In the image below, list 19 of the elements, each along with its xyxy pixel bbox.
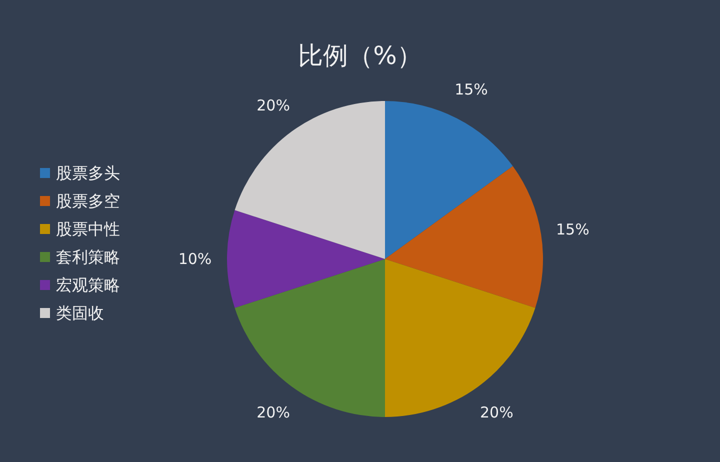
legend-label: 股票中性 (56, 220, 120, 238)
pie-slice (385, 259, 536, 417)
pie-slice (234, 259, 385, 417)
data-label: 20% (256, 96, 290, 114)
legend-label: 宏观策略 (56, 276, 120, 294)
data-label: 20% (256, 404, 290, 422)
data-label: 20% (480, 404, 514, 422)
legend-label: 套利策略 (56, 248, 120, 266)
legend-label: 股票多空 (56, 192, 120, 210)
legend-label: 类固收 (56, 304, 104, 322)
legend-label: 股票多头 (56, 164, 120, 182)
pie-slice (227, 210, 385, 308)
data-label: 15% (454, 80, 488, 99)
data-label: 10% (178, 250, 212, 268)
data-label: 15% (556, 220, 590, 238)
pie-slice (234, 101, 385, 259)
pie-slice (385, 101, 513, 259)
chart-title: 比例（%） (298, 41, 422, 70)
pie-slice (385, 166, 543, 308)
